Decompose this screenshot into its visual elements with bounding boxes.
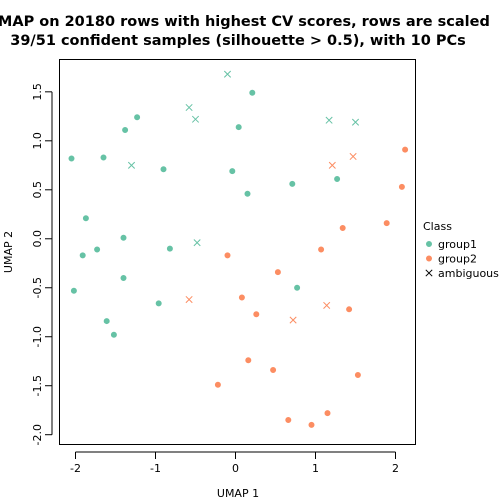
ambiguous-point — [223, 70, 232, 78]
group2-point — [339, 224, 346, 231]
group2-point — [245, 357, 252, 364]
group2-point — [238, 294, 245, 301]
group1-point — [70, 287, 77, 294]
ambiguous-point — [127, 161, 136, 169]
group2-point — [308, 421, 315, 428]
legend-marker-group1 — [425, 240, 432, 247]
group1-point — [155, 300, 162, 307]
group2-point — [402, 146, 409, 153]
group1-point — [134, 114, 141, 121]
data-points — [68, 70, 409, 428]
group1-point — [289, 180, 296, 187]
group1-point — [120, 234, 127, 241]
y-tick-label: -1.5 — [31, 375, 44, 396]
group2-point — [274, 269, 281, 276]
group1-point — [79, 252, 86, 259]
group1-point — [94, 246, 101, 253]
group2-point — [383, 220, 390, 227]
y-tick-label: 1.5 — [31, 83, 44, 101]
y-tick-label: -2.0 — [31, 424, 44, 445]
legend-label-group1: group1 — [438, 238, 477, 251]
ambiguous-point — [193, 239, 201, 247]
group2-point — [324, 410, 331, 417]
plot-area-frame — [59, 59, 416, 445]
y-tick-label: -1.0 — [31, 326, 44, 347]
group1-point — [100, 154, 107, 161]
group2-point — [398, 183, 405, 190]
group2-point — [285, 417, 292, 424]
ambiguous-point — [185, 103, 193, 112]
chart-title-line1: UMAP on 20180 rows with highest CV score… — [0, 14, 490, 30]
x-tick-label: 1 — [312, 462, 319, 475]
y-axis: -2.0 -1.5 -1.0 -0.5 0.0 0.5 1.0 1.5 — [31, 83, 53, 445]
ambiguous-point — [349, 152, 357, 161]
ambiguous-point — [185, 295, 193, 304]
x-tick-label: 0 — [232, 462, 239, 475]
group1-point — [334, 176, 341, 183]
group2-point — [253, 311, 260, 318]
group1-point — [82, 215, 89, 222]
x-axis-label: UMAP 1 — [217, 487, 259, 500]
group2-point — [224, 252, 231, 259]
group1-point — [110, 331, 117, 338]
group1-point — [120, 274, 127, 281]
legend-marker-ambiguous — [425, 269, 433, 277]
legend-label-ambiguous: ambiguous — [438, 267, 499, 280]
group2-point — [270, 367, 277, 374]
legend-title: Class — [423, 220, 452, 233]
ambiguous-point — [289, 316, 297, 324]
group1-point — [244, 190, 251, 197]
ambiguous-point — [328, 161, 336, 169]
legend-marker-group2 — [425, 255, 432, 262]
group2-point — [346, 306, 353, 313]
x-axis: -2 -1 0 1 2 — [70, 451, 399, 475]
y-tick-label: -0.5 — [31, 277, 44, 298]
group1-point — [68, 155, 75, 162]
ambiguous-point — [191, 115, 200, 123]
ambiguous-point — [323, 301, 331, 309]
group1-point — [249, 89, 256, 96]
x-tick-label: -1 — [150, 462, 161, 475]
y-tick-label: 0.0 — [31, 230, 44, 248]
group1-point — [235, 124, 242, 131]
group1-point — [103, 318, 110, 325]
group1-point — [122, 127, 129, 134]
group1-point — [294, 284, 301, 291]
group1-point — [160, 166, 167, 173]
ambiguous-point — [351, 118, 360, 126]
chart-title-line2: 39/51 confident samples (silhouette > 0.… — [10, 33, 465, 49]
y-tick-label: 0.5 — [31, 181, 44, 199]
group2-point — [354, 371, 361, 378]
group1-point — [166, 245, 173, 252]
y-tick-label: 1.0 — [31, 132, 44, 150]
legend-label-group2: group2 — [438, 253, 477, 266]
x-tick-label: 2 — [392, 462, 399, 475]
y-axis-label: UMAP 2 — [2, 231, 15, 273]
group1-point — [229, 168, 236, 175]
group2-point — [214, 381, 221, 388]
x-tick-label: -2 — [70, 462, 81, 475]
group2-point — [318, 246, 325, 253]
ambiguous-point — [325, 116, 333, 124]
